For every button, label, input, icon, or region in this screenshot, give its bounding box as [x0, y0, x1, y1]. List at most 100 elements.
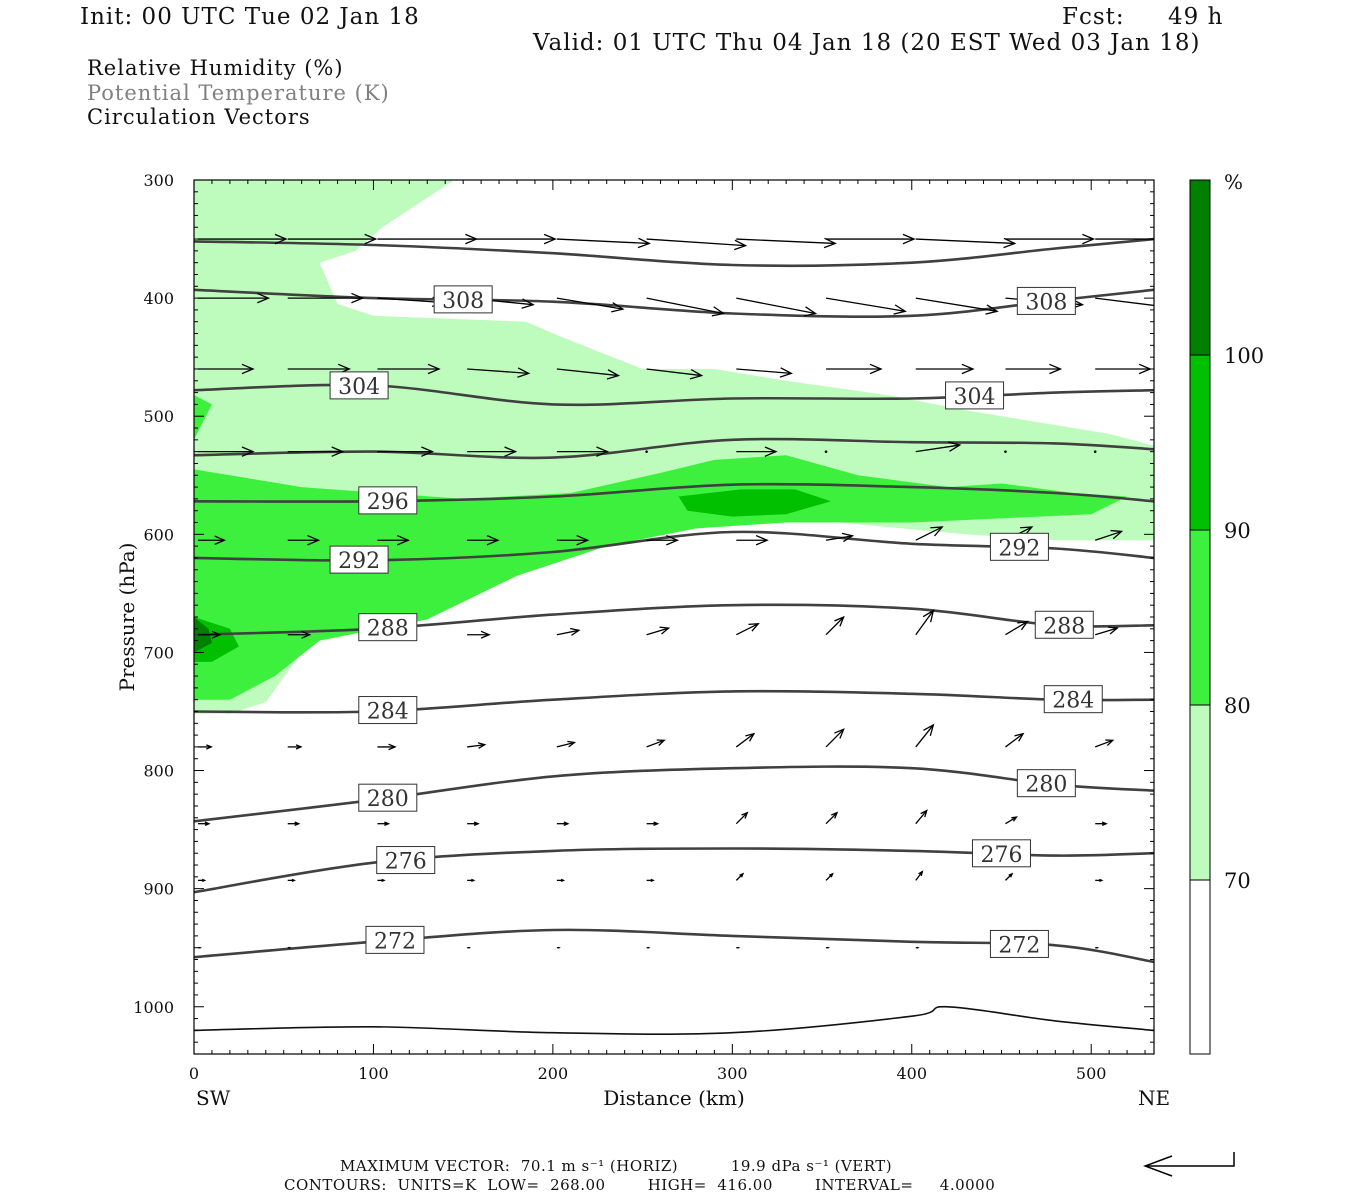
vector-head	[653, 821, 660, 827]
circulation-vector	[287, 946, 292, 949]
vector-head	[647, 946, 651, 949]
surface-layer	[194, 1005, 1154, 1035]
circulation-vector	[377, 233, 479, 245]
vector-head	[918, 870, 924, 877]
isentrope-label: 276	[376, 846, 436, 875]
vector-head	[381, 878, 386, 883]
vector-head	[745, 732, 756, 742]
vector-head	[930, 526, 944, 537]
vector-head	[596, 446, 610, 457]
vector-dot	[1004, 450, 1007, 453]
isentrope-label-text: 284	[367, 700, 409, 725]
vector-head	[755, 534, 769, 546]
circulation-vector	[556, 297, 625, 313]
circulation-vector	[198, 878, 207, 883]
vector-head	[893, 304, 907, 315]
isentrope-label-text: 284	[1052, 689, 1094, 714]
isentrope-label-box	[376, 846, 436, 875]
vector-head	[828, 872, 834, 878]
circulation-vector	[646, 946, 651, 949]
vector-head	[1049, 363, 1063, 375]
circulation-vector	[556, 946, 561, 949]
circulation-vector	[1095, 946, 1100, 949]
vector-shaft	[915, 444, 960, 453]
colorbar-level-label: 70	[1224, 869, 1251, 893]
field-vectors-title: Circulation Vectors	[87, 105, 311, 129]
isentrope-label-text: 296	[367, 490, 409, 515]
valid-time: Valid: 01 UTC Thu 04 Jan 18 (20 EST Wed …	[533, 30, 1201, 56]
vector-shaft	[915, 724, 934, 748]
vector-shaft	[646, 368, 702, 377]
vector-shaft	[1095, 627, 1118, 636]
circulation-vector	[736, 622, 760, 636]
y-tick-label: 1000	[133, 998, 174, 1017]
vector-head	[1003, 237, 1017, 249]
isentrope-label: 276	[971, 839, 1031, 868]
contour-info-note: CONTOURS: UNITS=K LOW= 268.00 HIGH= 416.…	[284, 1176, 996, 1194]
circulation-vector	[198, 630, 222, 639]
circulation-vector	[826, 233, 916, 245]
circulation-vector	[1095, 297, 1154, 310]
ref-vector-shaft	[1147, 1152, 1235, 1167]
vector-dot	[824, 450, 828, 453]
isentrope-312	[194, 237, 1154, 268]
vector-head	[922, 609, 935, 623]
vector-shaft	[1005, 816, 1017, 825]
vector-head	[257, 292, 271, 304]
vector-head	[1101, 821, 1108, 827]
vector-head	[211, 630, 222, 639]
y-tick-label: 400	[143, 289, 174, 308]
circulation-vector	[735, 811, 749, 825]
circulation-vector	[736, 237, 837, 249]
vector-head	[1099, 878, 1104, 883]
vector-head	[737, 946, 741, 949]
isentrope-label-text: 276	[385, 850, 427, 875]
circulation-vector	[915, 526, 944, 541]
vector-head	[741, 811, 749, 819]
vector-head	[204, 821, 211, 827]
circulation-vector	[646, 368, 704, 380]
vector-shaft	[736, 238, 836, 245]
colorbar-bin	[1189, 179, 1211, 356]
circulation-vector	[1005, 620, 1029, 636]
circulation-vector	[287, 744, 303, 750]
reference-vector-icon	[1142, 1152, 1235, 1177]
x-tick-label: 200	[538, 1064, 569, 1083]
isentrope-label-box	[358, 696, 418, 725]
circulation-vector	[377, 878, 386, 883]
isentrope-label-box	[989, 929, 1049, 958]
circulation-vector	[198, 744, 213, 750]
isentrope-label-text: 288	[367, 617, 409, 642]
vector-head	[711, 306, 726, 317]
colorbar: 70 80 90 100%	[1189, 170, 1264, 1055]
circulation-vector	[825, 872, 834, 881]
isentrope-label-text: 304	[954, 385, 996, 410]
humidity-fill-layer	[194, 180, 1154, 714]
colorbar-level-label: 90	[1224, 519, 1251, 543]
circulation-vector	[467, 534, 500, 546]
isentrope-label: 288	[358, 613, 418, 642]
vector-head	[468, 946, 472, 949]
vector-shaft	[736, 623, 759, 636]
colorbar-bin	[1189, 529, 1211, 706]
x-tick-label: 0	[189, 1064, 199, 1083]
circulation-vector	[556, 878, 566, 883]
circulation-vector	[646, 878, 655, 883]
vector-head	[543, 233, 557, 245]
vector-head	[841, 532, 855, 543]
circulation-vector	[556, 627, 581, 636]
isentrope-label-box	[1034, 610, 1094, 639]
vector-head	[473, 821, 480, 827]
vector-head	[201, 878, 207, 883]
circulation-vector	[1005, 363, 1063, 375]
vector-shaft	[825, 812, 838, 825]
circulation-vector	[1005, 732, 1025, 748]
field-theta-title: Potential Temperature (K)	[87, 81, 390, 105]
isentrope-label-text: 308	[1025, 290, 1067, 315]
circulation-vector	[287, 233, 378, 245]
vector-head	[517, 367, 531, 378]
vector-head	[301, 630, 312, 639]
isentrope-label-box	[1016, 286, 1076, 315]
forecast-hour: 49 h	[1168, 4, 1224, 30]
vector-head	[471, 878, 476, 883]
